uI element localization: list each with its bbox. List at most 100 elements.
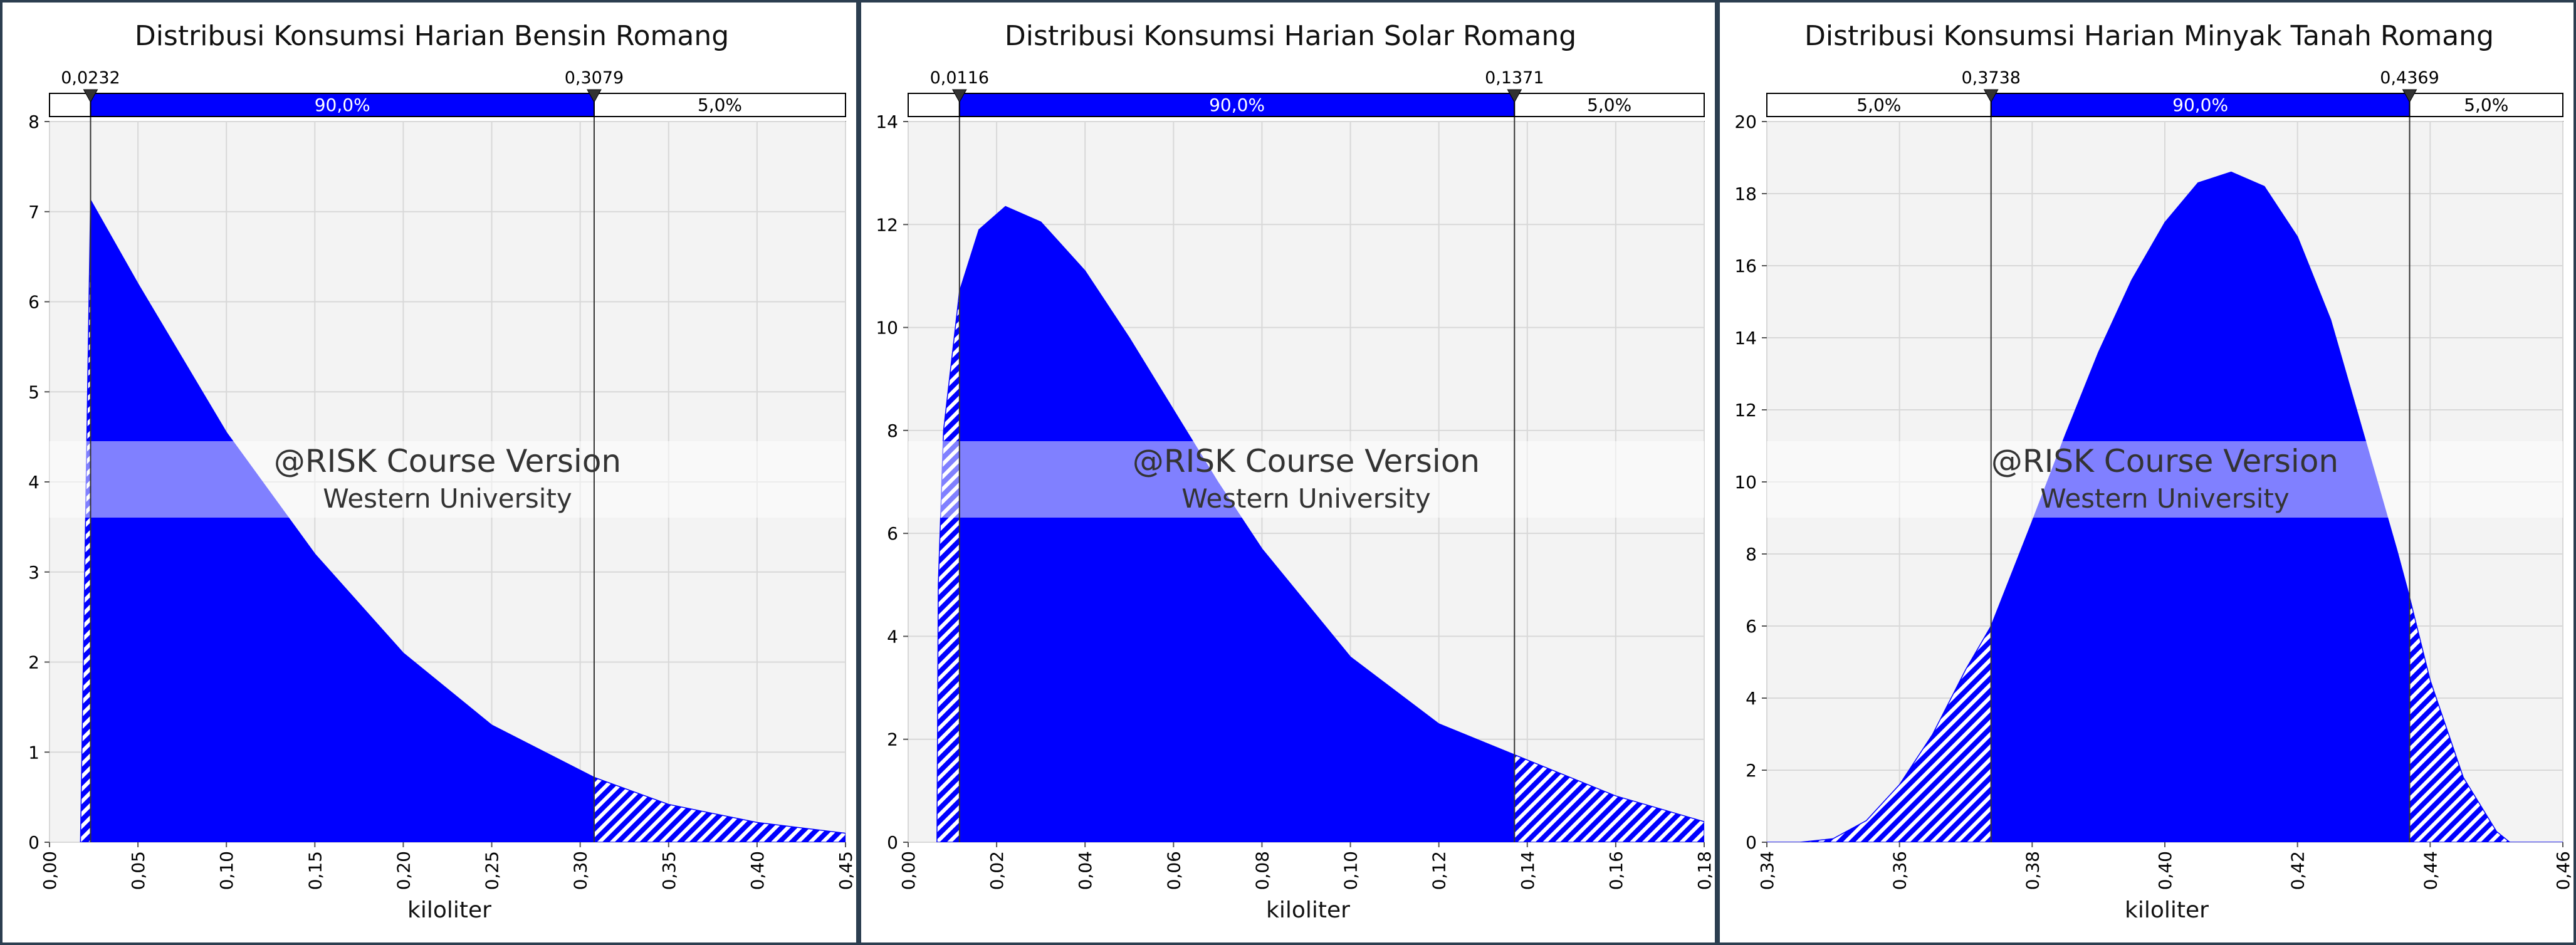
density-center-90	[959, 206, 1516, 842]
x-tick-label: 0,45	[835, 851, 856, 890]
y-tick-label: 20	[1734, 112, 1757, 132]
percentile-band-label: 90,0%	[1209, 95, 1265, 115]
x-tick-label: 0,12	[1429, 851, 1450, 890]
percentile-band	[49, 93, 92, 117]
watermark-line1: @RISK Course Version	[273, 443, 622, 479]
y-tick-label: 2	[28, 652, 39, 673]
chart-svg-solar: 90,0% 5,0% 0,0116 0,1371 0 2 4 6 8 10 12 14 0,00 0,02…	[876, 68, 1715, 890]
x-tick-label: 0,35	[659, 851, 679, 890]
marker-value-label: 0,3738	[1961, 68, 2020, 88]
x-tick-label: 0,30	[570, 851, 591, 890]
y-tick-label: 10	[876, 318, 898, 338]
marker-value-label: 0,0116	[930, 68, 989, 88]
y-tick-label: 6	[1746, 616, 1757, 637]
density-right-tail	[2409, 597, 2563, 842]
y-tick-label: 12	[876, 214, 898, 235]
watermark-line2: Western University	[323, 483, 572, 514]
y-tick-label: 7	[28, 202, 39, 222]
chart-panel-minyak-tanah: 5,0% 90,0% 5,0% 0,3738 0,4369 0 2 4 6 8 10 12 14 16 18…	[1717, 0, 2576, 945]
y-tick-label: 0	[1746, 832, 1757, 853]
y-tick-label: 14	[876, 112, 898, 132]
y-tick-label: 4	[28, 472, 39, 493]
marker-triangle	[2402, 89, 2417, 103]
percentile-band-label: 90,0%	[315, 95, 370, 115]
chart-title: Distribusi Konsumsi Harian Solar Romang	[1004, 20, 1577, 52]
marker-value-label: 0,0232	[61, 68, 120, 88]
y-tick-label: 5	[28, 382, 39, 402]
percentile-band-label: 5,0%	[1587, 95, 1631, 115]
percentile-band	[908, 93, 960, 117]
y-tick-label: 8	[887, 420, 898, 441]
chart-title: Distribusi Konsumsi Harian Minyak Tanah …	[1804, 20, 2494, 52]
chart-title: Distribusi Konsumsi Harian Bensin Romang	[134, 20, 730, 52]
marker-value-label: 0,3079	[565, 68, 624, 88]
percentile-band	[1990, 93, 2411, 117]
x-tick-label: 0,10	[1341, 851, 1361, 890]
marker-value-label: 0,4369	[2380, 68, 2439, 88]
percentile-band-label: 5,0%	[1856, 95, 1901, 115]
x-tick-label: 0,20	[393, 851, 414, 890]
x-tick-label: 0,00	[898, 851, 919, 890]
density-left-tail	[936, 291, 960, 842]
percentile-band	[1766, 93, 1992, 117]
x-tick-label: 0,14	[1517, 851, 1538, 890]
x-tick-label: 0,44	[2420, 851, 2441, 890]
marker-triangle	[951, 89, 967, 103]
x-tick-label: 0,06	[1163, 851, 1184, 890]
watermark-line2: Western University	[1181, 483, 1431, 514]
marker-triangle	[1507, 89, 1522, 103]
y-tick-label: 6	[887, 523, 898, 544]
x-tick-label: 0,16	[1606, 851, 1626, 890]
x-tick-label: 0,10	[216, 851, 237, 890]
y-tick-label: 1	[28, 742, 39, 763]
watermark-line1: @RISK Course Version	[1132, 443, 1480, 479]
percentile-band	[593, 93, 846, 117]
marker-triangle	[587, 89, 602, 103]
x-tick-label: 0,05	[128, 851, 149, 890]
y-tick-label: 10	[1734, 472, 1757, 493]
x-axis-label: kiloliter	[407, 897, 491, 923]
y-tick-label: 3	[28, 562, 39, 583]
x-tick-label: 0,40	[2155, 851, 2175, 890]
percentile-band	[90, 93, 595, 117]
x-tick-label: 0,40	[747, 851, 768, 890]
y-tick-label: 4	[887, 626, 898, 647]
y-tick-label: 0	[28, 832, 39, 853]
y-tick-label: 6	[28, 292, 39, 313]
x-tick-label: 0,25	[482, 851, 503, 890]
percentile-band-label: 90,0%	[2172, 95, 2228, 115]
chart-svg-minyak-tanah: 5,0% 90,0% 5,0% 0,3738 0,4369 0 2 4 6 8 10 12 14 16 18…	[1734, 68, 2573, 890]
chart-panel-solar: 90,0% 5,0% 0,0116 0,1371 0 2 4 6 8 10 12 14 0,00 0,02…	[859, 0, 1717, 945]
y-tick-label: 0	[887, 832, 898, 853]
watermark-band	[1767, 441, 2563, 518]
x-tick-label: 0,08	[1252, 851, 1272, 890]
watermark-band	[50, 441, 846, 518]
x-tick-label: 0,00	[39, 851, 60, 890]
y-tick-label: 12	[1734, 400, 1757, 420]
x-axis-label: kiloliter	[2125, 897, 2209, 923]
x-axis-label: kiloliter	[1266, 897, 1350, 923]
x-tick-label: 0,34	[1757, 851, 1778, 890]
percentile-band-label: 5,0%	[2464, 95, 2508, 115]
marker-triangle	[83, 89, 98, 103]
watermark-line2: Western University	[2040, 483, 2290, 514]
x-tick-label: 0,46	[2553, 851, 2573, 890]
y-tick-label: 14	[1734, 328, 1757, 348]
watermark-band	[908, 441, 1704, 518]
y-tick-label: 4	[1746, 688, 1757, 709]
marker-triangle	[1983, 89, 1999, 103]
y-tick-label: 16	[1734, 256, 1757, 276]
x-tick-label: 0,36	[1890, 851, 1910, 890]
x-tick-label: 0,04	[1075, 851, 1096, 890]
x-tick-label: 0,02	[987, 851, 1007, 890]
y-tick-label: 18	[1734, 184, 1757, 204]
x-tick-label: 0,38	[2022, 851, 2043, 890]
chart-panel-bensin: 90,0% 5,0% 0,0232 0,3079 0 1 2 3 4 5 6 7 8 0,00 0,05 0,…	[0, 0, 859, 945]
x-tick-label: 0,15	[305, 851, 325, 890]
x-tick-label: 0,18	[1694, 851, 1715, 890]
chart-svg-bensin: 90,0% 5,0% 0,0232 0,3079 0 1 2 3 4 5 6 7 8 0,00 0,05 0,…	[28, 68, 856, 890]
watermark-line1: @RISK Course Version	[1991, 443, 2339, 479]
percentile-band	[958, 93, 1516, 117]
y-tick-label: 2	[1746, 760, 1757, 781]
x-tick-label: 0,42	[2288, 851, 2308, 890]
